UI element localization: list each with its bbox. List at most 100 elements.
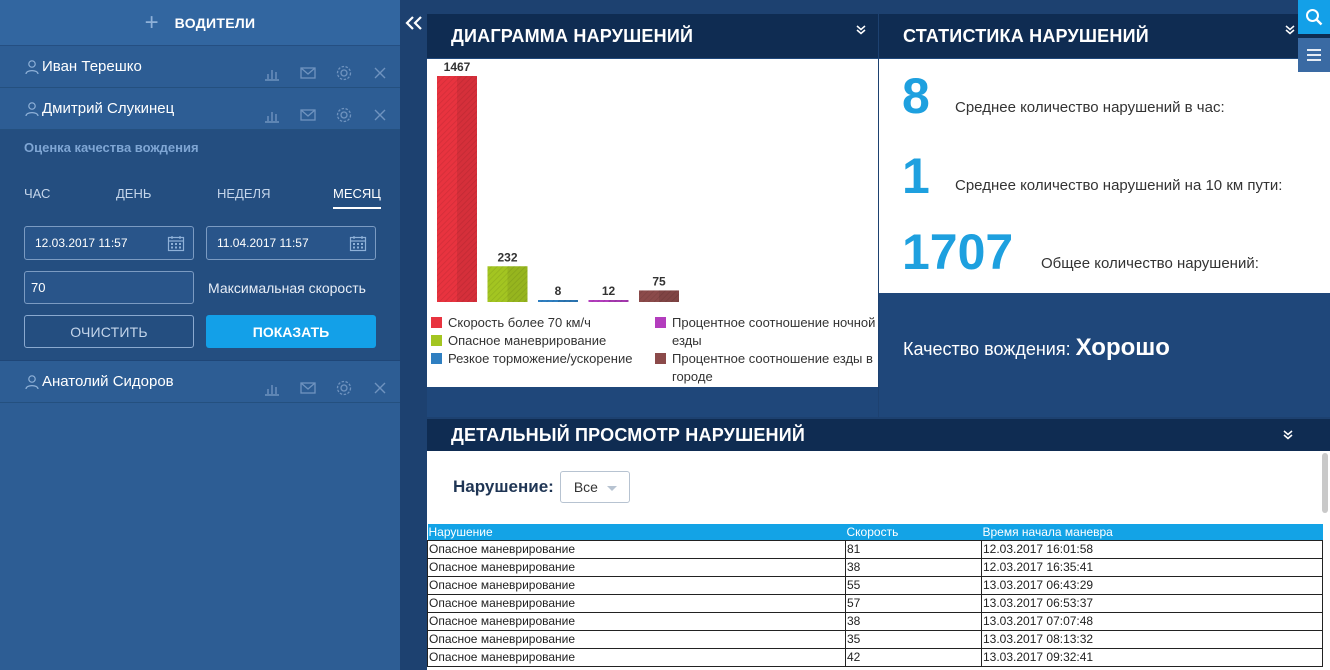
table-row[interactable]: Опасное маневрирование 57 13.03.2017 06:53… bbox=[428, 594, 1323, 612]
chevron-down-icon[interactable] bbox=[1282, 429, 1294, 441]
total-violations-label: Общее количество нарушений: bbox=[1041, 255, 1259, 272]
chart-bar-shade bbox=[457, 76, 477, 302]
stats-icon[interactable] bbox=[262, 106, 282, 124]
stats-icon[interactable] bbox=[262, 379, 282, 397]
filter-label: Нарушение: bbox=[453, 477, 554, 497]
table-row[interactable]: Опасное маневрирование 38 12.03.2017 16:35… bbox=[428, 558, 1323, 576]
date-from-field[interactable]: 12.03.2017 11:57 bbox=[24, 226, 194, 260]
chevron-down-icon bbox=[607, 486, 617, 491]
legend-item: Процентное соотношение езды в городе bbox=[655, 350, 877, 386]
table-row[interactable]: Опасное маневрирование 81 12.03.2017 16:01… bbox=[428, 540, 1323, 558]
cell-speed: 38 bbox=[846, 612, 982, 630]
violation-type-select[interactable]: Все bbox=[560, 471, 630, 503]
double-chevron-left-icon bbox=[404, 15, 424, 31]
scrollbar[interactable] bbox=[1322, 453, 1328, 513]
driver-item[interactable]: Иван Терешко bbox=[0, 46, 400, 88]
gear-icon[interactable] bbox=[334, 379, 354, 397]
cell-speed: 35 bbox=[846, 630, 982, 648]
chart-bar-shade bbox=[659, 290, 679, 302]
period-tabs: ЧАС ДЕНЬ НЕДЕЛЯ МЕСЯЦ bbox=[24, 186, 376, 212]
gear-icon[interactable] bbox=[334, 106, 354, 124]
driver-item[interactable]: Дмитрий Слукинец bbox=[0, 88, 400, 130]
show-button[interactable]: ПОКАЗАТЬ bbox=[206, 315, 376, 348]
menu-button[interactable] bbox=[1298, 38, 1330, 72]
menu-icon bbox=[1306, 48, 1322, 62]
chart-data-label: 1467 bbox=[444, 60, 471, 74]
clear-button[interactable]: ОЧИСТИТЬ bbox=[24, 315, 194, 348]
violations-stats-panel: СТАТИСТИКА НАРУШЕНИЙ 8 Среднее количеств… bbox=[879, 14, 1330, 417]
cell-violation: Опасное маневрирование bbox=[428, 558, 846, 576]
sidebar-header: + ВОДИТЕЛИ bbox=[0, 0, 400, 46]
driver-item[interactable]: Анатолий Сидоров bbox=[0, 361, 400, 403]
column-header[interactable]: Нарушение bbox=[428, 524, 846, 540]
driver-actions bbox=[262, 106, 390, 124]
calendar-icon[interactable] bbox=[349, 235, 367, 252]
legend-label: Процентное соотношение ночной езды bbox=[672, 314, 877, 350]
chart-bar-shade bbox=[558, 300, 578, 302]
tab-week[interactable]: НЕДЕЛЯ bbox=[217, 186, 270, 207]
driving-quality-panel: Оценка качества вождения ЧАС ДЕНЬ НЕДЕЛЯ… bbox=[0, 130, 400, 361]
legend-swatch bbox=[655, 353, 666, 364]
chart-panel-title: ДИАГРАММА НАРУШЕНИЙ bbox=[427, 14, 878, 58]
driver-name: Анатолий Сидоров bbox=[42, 373, 174, 390]
user-icon bbox=[24, 374, 40, 390]
sidebar-title: ВОДИТЕЛИ bbox=[175, 15, 256, 31]
calendar-icon[interactable] bbox=[167, 235, 185, 252]
cell-speed: 38 bbox=[846, 558, 982, 576]
stats-icon[interactable] bbox=[262, 64, 282, 82]
chart-bar-shade bbox=[609, 300, 629, 302]
add-driver-icon[interactable]: + bbox=[145, 11, 159, 35]
tab-day[interactable]: ДЕНЬ bbox=[116, 186, 151, 207]
cell-speed: 55 bbox=[846, 576, 982, 594]
column-header[interactable]: Скорость bbox=[846, 524, 982, 540]
search-button[interactable] bbox=[1298, 0, 1330, 34]
legend-item: Опасное маневрирование bbox=[431, 332, 651, 350]
table-header-row: Нарушение Скорость Время начала маневра bbox=[428, 524, 1323, 540]
driver-name: Дмитрий Слукинец bbox=[42, 100, 174, 117]
max-speed-label: Максимальная скорость bbox=[208, 280, 366, 296]
stats-box: 8 Среднее количество нарушений в час: 1 … bbox=[879, 59, 1330, 293]
legend-swatch bbox=[431, 335, 442, 346]
message-icon[interactable] bbox=[298, 64, 318, 82]
table-row[interactable]: Опасное маневрирование 35 13.03.2017 08:13… bbox=[428, 630, 1323, 648]
legend-label: Процентное соотношение езды в городе bbox=[672, 350, 877, 386]
message-icon[interactable] bbox=[298, 379, 318, 397]
collapse-sidebar-button[interactable] bbox=[400, 0, 427, 46]
panel-title: Оценка качества вождения bbox=[24, 140, 199, 155]
chevron-down-icon[interactable] bbox=[1284, 24, 1296, 36]
chart-canvas: 1467 232 8 12 75 bbox=[427, 59, 878, 314]
cell-time: 13.03.2017 07:07:48 bbox=[982, 612, 1323, 630]
driving-quality: Качество вождения: Хорошо bbox=[903, 334, 1170, 362]
cell-violation: Опасное маневрирование bbox=[428, 612, 846, 630]
tab-month[interactable]: МЕСЯЦ bbox=[333, 186, 381, 209]
tab-hour[interactable]: ЧАС bbox=[24, 186, 50, 207]
quality-label: Качество вождения: bbox=[903, 339, 1071, 359]
chart-data-label: 12 bbox=[602, 284, 616, 298]
driver-name: Иван Терешко bbox=[42, 58, 142, 75]
table-row[interactable]: Опасное маневрирование 42 13.03.2017 09:32… bbox=[428, 648, 1323, 666]
column-header[interactable]: Время начала маневра bbox=[982, 524, 1323, 540]
gear-icon[interactable] bbox=[334, 64, 354, 82]
chevron-down-icon[interactable] bbox=[855, 24, 867, 36]
search-icon bbox=[1305, 8, 1323, 26]
stats-panel-title: СТАТИСТИКА НАРУШЕНИЙ bbox=[879, 14, 1330, 58]
chart-bar-shade bbox=[508, 266, 528, 302]
message-icon[interactable] bbox=[298, 106, 318, 124]
close-icon[interactable] bbox=[370, 64, 390, 82]
avg-per-10km-label: Среднее количество нарушений на 10 км пу… bbox=[955, 177, 1282, 194]
drivers-sidebar: + ВОДИТЕЛИ Иван Терешко Дмитрий Слукинец… bbox=[0, 0, 400, 670]
date-to-value: 11.04.2017 11:57 bbox=[217, 236, 309, 250]
filter-selected-value: Все bbox=[574, 479, 598, 495]
date-to-field[interactable]: 11.04.2017 11:57 bbox=[206, 226, 376, 260]
table-row[interactable]: Опасное маневрирование 38 13.03.2017 07:07… bbox=[428, 612, 1323, 630]
max-speed-input[interactable]: 70 bbox=[24, 271, 194, 304]
legend-label: Опасное маневрирование bbox=[448, 332, 606, 350]
close-icon[interactable] bbox=[370, 106, 390, 124]
table-row[interactable]: Опасное маневрирование 55 13.03.2017 06:43… bbox=[428, 576, 1323, 594]
legend-item: Процентное соотношение ночной езды bbox=[655, 314, 877, 350]
avg-per-hour-label: Среднее количество нарушений в час: bbox=[955, 99, 1225, 116]
violations-chart-panel: ДИАГРАММА НАРУШЕНИЙ 1467 232 8 12 75 Скорост… bbox=[427, 14, 878, 417]
close-icon[interactable] bbox=[370, 379, 390, 397]
detail-panel-title: ДЕТАЛЬНЫЙ ПРОСМОТР НАРУШЕНИЙ bbox=[427, 419, 1330, 451]
legend-label: Скорость более 70 км/ч bbox=[448, 314, 591, 332]
